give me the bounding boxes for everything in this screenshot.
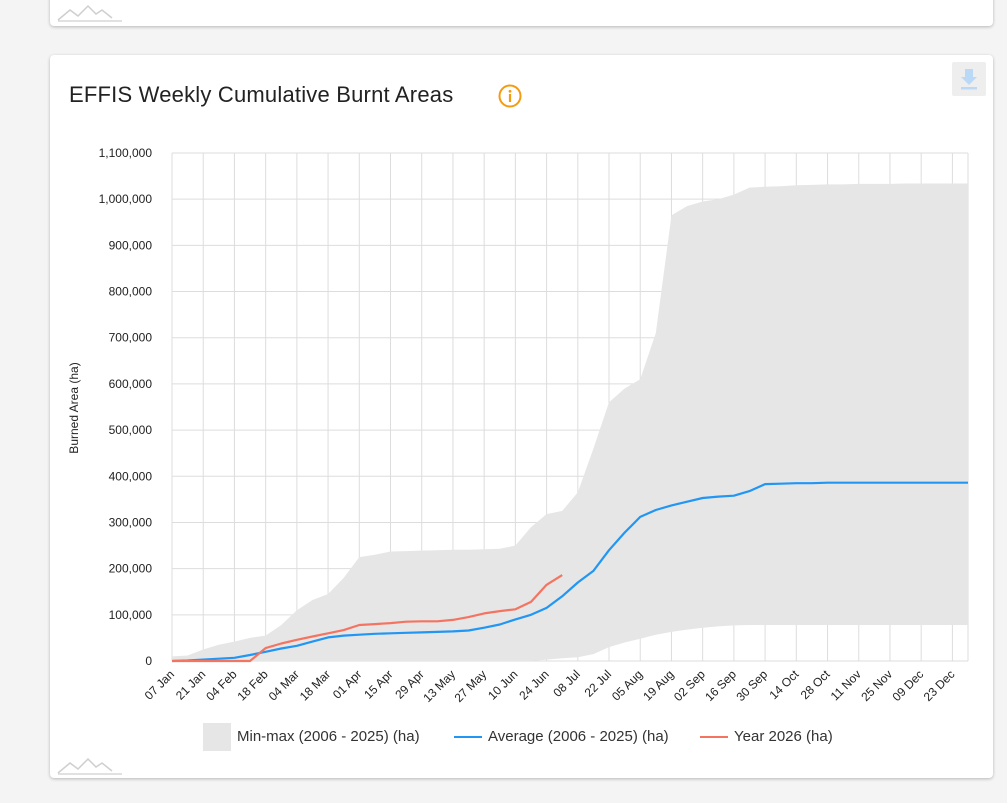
x-tick-label: 14 Oct: [767, 667, 802, 702]
y-tick-label: 800,000: [109, 285, 153, 299]
x-tick-label: 18 Feb: [234, 667, 271, 704]
x-tick-label: 16 Sep: [702, 667, 739, 704]
year-2026-line: [172, 574, 563, 663]
download-icon: [961, 69, 977, 90]
legend-swatch-minmax: [203, 723, 231, 751]
chart-title: EFFIS Weekly Cumulative Burnt Areas: [69, 82, 454, 107]
y-tick-label: 1,000,000: [99, 192, 153, 206]
data-layer: [171, 183, 968, 663]
legend-swatch-year: [700, 736, 728, 738]
y-tick-label: 200,000: [109, 562, 153, 576]
x-tick-label: 13 May: [420, 667, 458, 705]
y-tick-label: 500,000: [109, 423, 153, 437]
x-tick-label: 28 Oct: [798, 667, 833, 702]
legend-label-average: Average (2006 - 2025) (ha): [488, 728, 669, 745]
legend-item-year[interactable]: Year 2026 (ha): [700, 723, 840, 751]
previous-chart-card: [50, 0, 993, 26]
average-line: [171, 481, 968, 663]
x-tick-label: 02 Sep: [671, 667, 708, 704]
mountain-logo-icon: [57, 4, 122, 22]
x-tick-label: 21 Jan: [173, 667, 208, 702]
legend-label-minmax: Min-max (2006 - 2025) (ha): [237, 728, 420, 745]
x-tick-label: 04 Feb: [203, 667, 240, 704]
y-tick-label: 700,000: [109, 331, 153, 345]
x-tick-label: 05 Aug: [609, 667, 645, 703]
x-tick-label: 30 Sep: [733, 667, 770, 704]
x-tick-label: 19 Aug: [640, 667, 676, 703]
x-tick-label: 10 Jun: [485, 667, 520, 702]
x-tick-label: 11 Nov: [828, 667, 864, 703]
minmax-band: [172, 183, 968, 661]
chart-area: 0 100,000 200,000 300,000 400,000 500,000 600,…: [67, 146, 969, 705]
y-tick-label: 100,000: [109, 608, 153, 622]
x-tick-label: 08 Jul: [550, 667, 583, 700]
y-tick-label: 400,000: [109, 469, 153, 483]
legend-item-average[interactable]: Average (2006 - 2025) (ha): [454, 723, 679, 751]
legend-item-minmax[interactable]: Min-max (2006 - 2025) (ha): [203, 723, 428, 751]
x-tick-label: 27 May: [452, 667, 490, 705]
legend-label-year: Year 2026 (ha): [734, 728, 833, 745]
y-axis-label: Burned Area (ha): [67, 362, 81, 453]
mountain-logo-icon: [57, 757, 122, 775]
x-tick-label: 09 Dec: [890, 667, 927, 704]
download-button[interactable]: [952, 62, 986, 96]
y-tick-label: 900,000: [109, 238, 153, 252]
y-tick-label: 1,100,000: [99, 146, 153, 160]
y-tick-label: 600,000: [109, 377, 153, 391]
x-tick-label: 04 Mar: [266, 667, 302, 703]
x-tick-label: 01 Apr: [330, 667, 364, 701]
x-tick-label: 23 Dec: [921, 667, 958, 704]
y-tick-label: 300,000: [109, 515, 153, 529]
y-tick-label: 0: [145, 654, 152, 668]
info-icon[interactable]: [498, 84, 522, 108]
x-tick-label: 15 Apr: [361, 667, 395, 701]
x-tick-label: 18 Mar: [297, 667, 333, 703]
chart-card: EFFIS Weekly Cumulative Burnt Areas 0 100…: [50, 55, 993, 778]
x-tick-label: 24 Jun: [516, 667, 551, 702]
x-tick-label: 25 Nov: [858, 667, 895, 704]
legend-swatch-average: [454, 736, 482, 738]
x-tick-label: 07 Jan: [142, 667, 177, 702]
